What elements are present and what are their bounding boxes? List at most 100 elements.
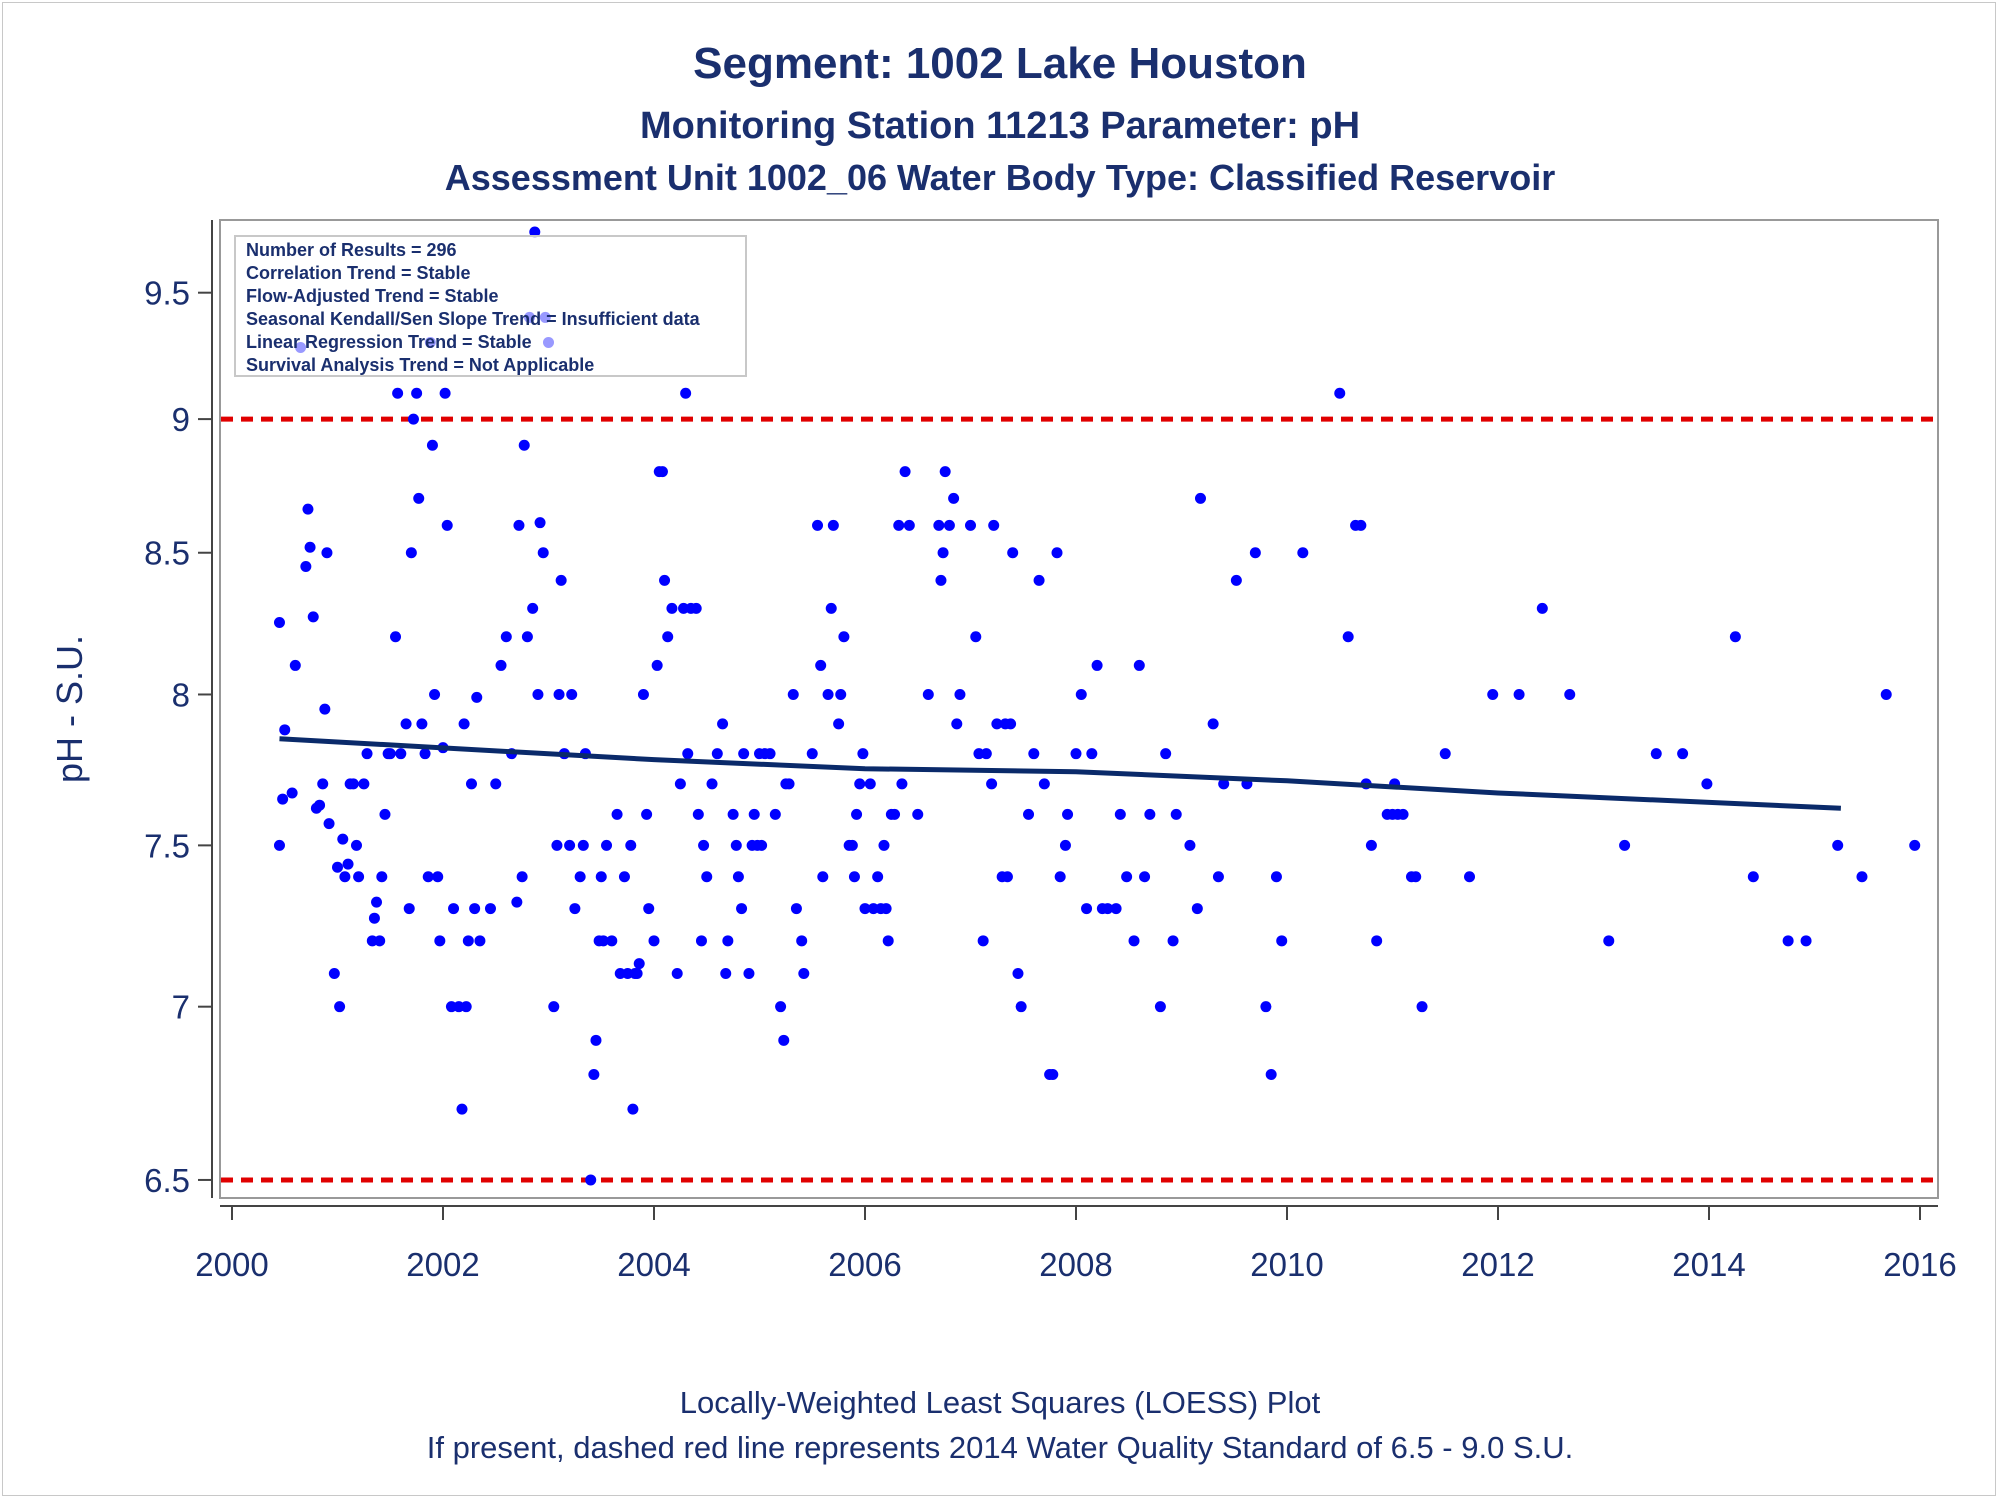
data-point bbox=[748, 808, 760, 820]
data-point bbox=[991, 718, 1003, 730]
data-point bbox=[1856, 871, 1868, 883]
data-point bbox=[588, 1068, 600, 1080]
data-point bbox=[736, 903, 748, 915]
data-point bbox=[937, 547, 949, 559]
data-point bbox=[720, 968, 732, 980]
data-point bbox=[277, 793, 289, 805]
data-point bbox=[851, 808, 863, 820]
data-point bbox=[680, 387, 692, 399]
data-point bbox=[627, 1103, 639, 1115]
data-point bbox=[637, 688, 649, 700]
data-point bbox=[854, 778, 866, 790]
data-point bbox=[1397, 808, 1409, 820]
data-point bbox=[347, 778, 359, 790]
data-point bbox=[521, 631, 533, 643]
data-point bbox=[405, 547, 417, 559]
data-point bbox=[1365, 839, 1377, 851]
data-point bbox=[448, 903, 460, 915]
data-point bbox=[796, 935, 808, 947]
data-point bbox=[462, 935, 474, 947]
y-tick-label: 9 bbox=[172, 401, 190, 438]
data-point bbox=[411, 387, 423, 399]
data-point bbox=[1007, 547, 1019, 559]
data-point bbox=[548, 1001, 560, 1013]
data-point bbox=[899, 466, 911, 478]
data-point bbox=[279, 724, 291, 736]
data-point bbox=[429, 688, 441, 700]
data-point bbox=[484, 903, 496, 915]
data-point bbox=[838, 631, 850, 643]
data-point bbox=[518, 439, 530, 451]
data-point bbox=[692, 808, 704, 820]
data-point bbox=[743, 968, 755, 980]
stats-box: Number of Results = 296 Correlation Tren… bbox=[234, 235, 747, 377]
data-point bbox=[1782, 935, 1794, 947]
data-point bbox=[317, 778, 329, 790]
data-point bbox=[1110, 903, 1122, 915]
data-point bbox=[1230, 574, 1242, 586]
data-point bbox=[300, 561, 312, 573]
data-point bbox=[1439, 748, 1451, 760]
data-point bbox=[1144, 808, 1156, 820]
data-point bbox=[1416, 1001, 1428, 1013]
data-point bbox=[516, 871, 528, 883]
data-point bbox=[1212, 871, 1224, 883]
data-point bbox=[286, 787, 298, 799]
data-point bbox=[1091, 659, 1103, 671]
data-point bbox=[643, 903, 655, 915]
data-point bbox=[456, 1103, 468, 1115]
data-points bbox=[273, 226, 1921, 1186]
data-point bbox=[1536, 602, 1548, 614]
x-tick-label: 2006 bbox=[828, 1246, 901, 1283]
data-point bbox=[1619, 839, 1631, 851]
data-point bbox=[859, 903, 871, 915]
x-tick-label: 2012 bbox=[1461, 1246, 1534, 1283]
data-point bbox=[1729, 631, 1741, 643]
data-point bbox=[403, 903, 415, 915]
data-point bbox=[273, 617, 285, 629]
data-point bbox=[1650, 748, 1662, 760]
data-point bbox=[889, 808, 901, 820]
data-point bbox=[1054, 871, 1066, 883]
data-point bbox=[717, 718, 729, 730]
data-point bbox=[1033, 574, 1045, 586]
data-point bbox=[1015, 1001, 1027, 1013]
trend-line-group bbox=[279, 736, 1841, 811]
data-point bbox=[903, 519, 915, 531]
data-point bbox=[490, 778, 502, 790]
x-tick-label: 2000 bbox=[195, 1246, 268, 1283]
data-point bbox=[1355, 519, 1367, 531]
data-point bbox=[787, 688, 799, 700]
data-point bbox=[682, 748, 694, 760]
stat-seasonal-kendall-trend: Seasonal Kendall/Sen Slope Trend = Insuf… bbox=[246, 309, 701, 329]
data-point bbox=[358, 778, 370, 790]
data-point bbox=[332, 861, 343, 873]
y-tick-label: 6.5 bbox=[144, 1162, 190, 1199]
data-point bbox=[379, 808, 391, 820]
data-point bbox=[833, 718, 845, 730]
y-axis-label: pH - S.U. bbox=[49, 635, 90, 783]
data-point bbox=[1265, 1068, 1277, 1080]
data-point bbox=[1023, 808, 1035, 820]
data-point bbox=[1297, 547, 1309, 559]
data-point bbox=[577, 839, 589, 851]
stat-survival-analysis-trend: Survival Analysis Trend = Not Applicable bbox=[246, 355, 594, 375]
data-point bbox=[413, 492, 425, 504]
data-point bbox=[1167, 935, 1179, 947]
data-point bbox=[500, 631, 512, 643]
data-point bbox=[965, 519, 976, 531]
x-tick-label: 2002 bbox=[406, 1246, 479, 1283]
data-point bbox=[304, 541, 316, 553]
footnote-2: If present, dashed red line represents 2… bbox=[427, 1430, 1574, 1465]
data-point bbox=[597, 935, 609, 947]
data-point bbox=[1564, 688, 1576, 700]
data-point bbox=[1114, 808, 1126, 820]
y-tick-label: 7 bbox=[172, 989, 190, 1026]
data-point bbox=[439, 387, 451, 399]
data-point bbox=[1051, 547, 1063, 559]
data-point bbox=[1513, 688, 1525, 700]
data-point bbox=[460, 1001, 472, 1013]
data-point bbox=[353, 871, 365, 883]
y-tick-label: 8.5 bbox=[144, 535, 190, 572]
